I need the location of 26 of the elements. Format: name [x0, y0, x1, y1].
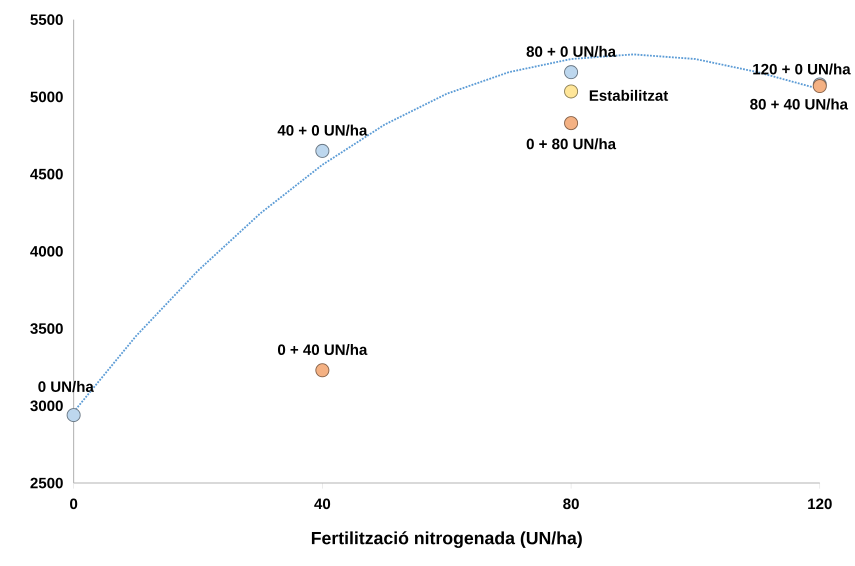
y-tick-label: 4000: [30, 246, 63, 256]
point: [315, 363, 330, 378]
y-tick-label: 5000: [30, 91, 63, 102]
x-tick-label: 120: [808, 498, 832, 509]
point: [564, 116, 578, 130]
x-axis-title: Fertilització nitrogenada (UN/ha): [312, 530, 582, 548]
point: [564, 64, 578, 79]
annotation: 80 + 40 UN/ha: [750, 98, 848, 110]
y-tick-label: 3500: [30, 322, 63, 334]
x-tick-label: 0: [70, 498, 78, 509]
annotation: 0 + 80 UN/ha: [526, 138, 616, 150]
annotation: 120 + 0 UN/ha: [753, 63, 851, 74]
x-tick-label: 40: [314, 498, 330, 509]
annotation: 0 UN/ha: [38, 380, 94, 392]
point: [564, 84, 578, 98]
annotation: 40 + 0 UN/ha: [278, 124, 368, 136]
y-tick-label: 5500: [30, 14, 63, 25]
y-tick-label: 4500: [30, 168, 63, 180]
annotation: Estabilitzat: [590, 90, 668, 101]
annotation: 0 + 40 UN/ha: [278, 344, 368, 355]
x-tick-label: 80: [563, 498, 579, 509]
y-tick-label: 3000: [30, 400, 63, 411]
annotation: 80 + 0 UN/ha: [526, 46, 616, 57]
y-tick-label: 2500: [30, 477, 63, 488]
point: [315, 144, 330, 158]
point: [66, 408, 81, 422]
